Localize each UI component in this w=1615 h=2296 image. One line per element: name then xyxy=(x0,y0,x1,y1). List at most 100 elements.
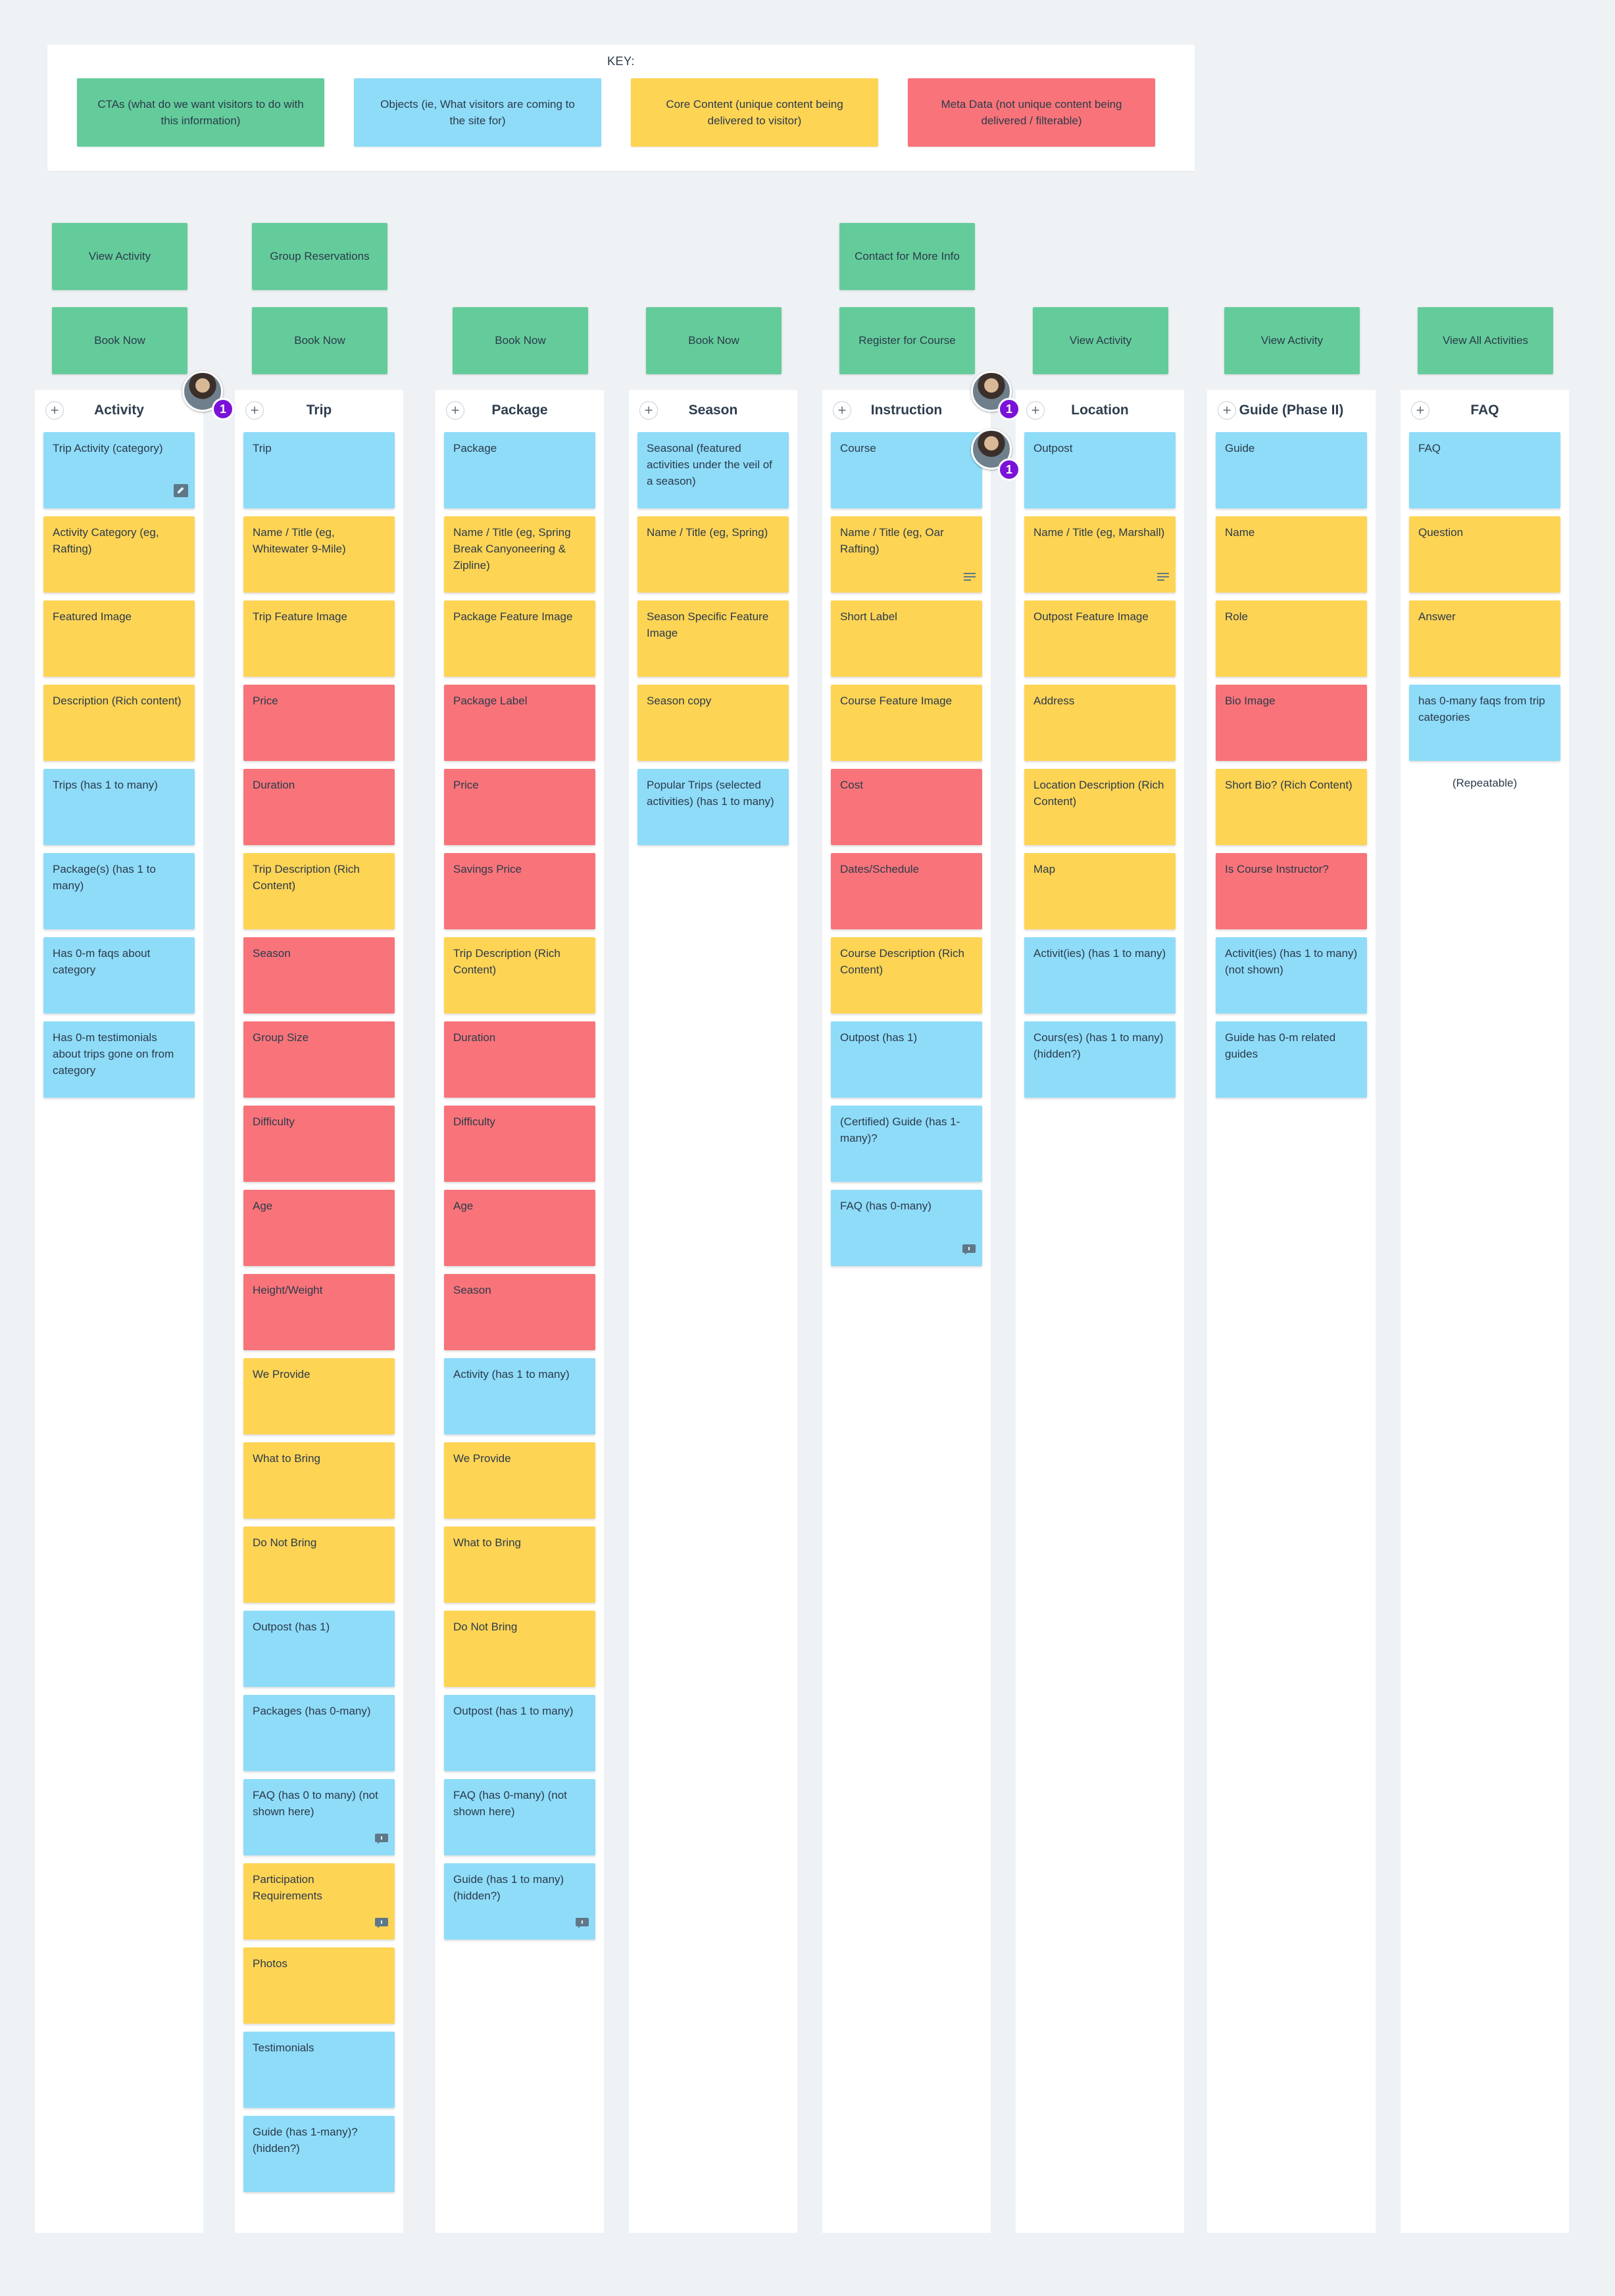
sticky-card[interactable]: Package xyxy=(444,432,595,508)
sticky-card[interactable]: Answer xyxy=(1409,600,1560,677)
notes-icon[interactable] xyxy=(1157,570,1169,586)
add-card-button[interactable]: + xyxy=(1218,401,1236,420)
comment-icon[interactable] xyxy=(375,1832,388,1849)
sticky-card[interactable]: Height/Weight xyxy=(243,1274,395,1350)
sticky-card[interactable]: FAQ (has 0-many) xyxy=(831,1190,982,1266)
sticky-card[interactable]: Name / Title (eg, Marshall) xyxy=(1024,516,1176,593)
sticky-card[interactable]: Seasonal (featured activities under the … xyxy=(637,432,789,508)
sticky-card[interactable]: Trip Description (Rich Content) xyxy=(243,853,395,929)
add-card-button[interactable]: + xyxy=(1026,401,1045,420)
sticky-card[interactable]: Name / Title (eg, Spring) xyxy=(637,516,789,593)
sticky-card[interactable]: Location Description (Rich Content) xyxy=(1024,769,1176,845)
sticky-card[interactable]: Participation Requirements xyxy=(243,1863,395,1940)
sticky-card[interactable]: Guide (has 1 to many) (hidden?) xyxy=(444,1863,595,1940)
add-card-button[interactable]: + xyxy=(45,401,64,420)
sticky-card[interactable]: Name / Title (eg, Whitewater 9-Mile) xyxy=(243,516,395,593)
sticky-card[interactable]: Has 0-m testimonials about trips gone on… xyxy=(43,1021,195,1098)
sticky-card[interactable]: Short Bio? (Rich Content) xyxy=(1216,769,1367,845)
cta-contact-more-info-button[interactable]: Contact for More Info xyxy=(839,223,975,290)
sticky-card[interactable]: FAQ (has 0-many) (not shown here) xyxy=(444,1779,595,1855)
sticky-card[interactable]: Short Label xyxy=(831,600,982,677)
sticky-card[interactable]: Question xyxy=(1409,516,1560,593)
sticky-card[interactable]: Guide has 0-m related guides xyxy=(1216,1021,1367,1098)
sticky-card[interactable]: Name xyxy=(1216,516,1367,593)
sticky-card[interactable]: Age xyxy=(444,1190,595,1266)
add-card-button[interactable]: + xyxy=(833,401,851,420)
cta-group-reservations-button[interactable]: Group Reservations xyxy=(252,223,387,290)
sticky-card[interactable]: Is Course Instructor? xyxy=(1216,853,1367,929)
sticky-card[interactable]: Package Feature Image xyxy=(444,600,595,677)
sticky-card[interactable]: Popular Trips (selected activities) (has… xyxy=(637,769,789,845)
sticky-card[interactable]: Price xyxy=(243,685,395,761)
comment-count-badge[interactable]: 1 xyxy=(998,458,1020,481)
sticky-card[interactable]: Description (Rich content) xyxy=(43,685,195,761)
sticky-card[interactable]: Outpost (has 1 to many) xyxy=(444,1695,595,1771)
add-card-button[interactable]: + xyxy=(245,401,264,420)
sticky-card[interactable]: Do Not Bring xyxy=(243,1527,395,1603)
sticky-card[interactable]: Age xyxy=(243,1190,395,1266)
sticky-card[interactable]: Trip Description (Rich Content) xyxy=(444,937,595,1014)
cta-view-activity-button[interactable]: View Activity xyxy=(52,223,187,290)
sticky-card[interactable]: FAQ (has 0 to many) (not shown here) xyxy=(243,1779,395,1855)
sticky-card[interactable]: Cost xyxy=(831,769,982,845)
sticky-card[interactable]: Outpost Feature Image xyxy=(1024,600,1176,677)
sticky-card[interactable]: What to Bring xyxy=(444,1527,595,1603)
sticky-card[interactable]: We Provide xyxy=(243,1358,395,1434)
sticky-card[interactable]: FAQ xyxy=(1409,432,1560,508)
sticky-card[interactable]: (Certified) Guide (has 1-many)? xyxy=(831,1106,982,1182)
cta-register-course-button[interactable]: Register for Course xyxy=(839,307,975,374)
sticky-card[interactable]: Activity (has 1 to many) xyxy=(444,1358,595,1434)
sticky-card[interactable]: We Provide xyxy=(444,1442,595,1519)
comment-icon[interactable] xyxy=(375,1917,388,1933)
sticky-card[interactable]: Duration xyxy=(444,1021,595,1098)
sticky-card[interactable]: Course Feature Image xyxy=(831,685,982,761)
sticky-card[interactable]: Photos xyxy=(243,1947,395,2024)
sticky-card[interactable]: Difficulty xyxy=(243,1106,395,1182)
sticky-card[interactable]: Trip Activity (category) xyxy=(43,432,195,508)
notes-icon[interactable] xyxy=(964,570,976,586)
sticky-card[interactable]: Cours(es) (has 1 to many) (hidden?) xyxy=(1024,1021,1176,1098)
sticky-card[interactable]: Activity Category (eg, Rafting) xyxy=(43,516,195,593)
sticky-card[interactable]: Outpost (has 1) xyxy=(831,1021,982,1098)
sticky-card[interactable]: Course xyxy=(831,432,982,508)
sticky-card[interactable]: Trip xyxy=(243,432,395,508)
sticky-card[interactable]: Map xyxy=(1024,853,1176,929)
sticky-card[interactable]: Packages (has 0-many) xyxy=(243,1695,395,1771)
sticky-card[interactable]: has 0-many faqs from trip categories xyxy=(1409,685,1560,761)
sticky-card[interactable]: Guide (has 1-many)? (hidden?) xyxy=(243,2116,395,2192)
sticky-card[interactable]: Dates/Schedule xyxy=(831,853,982,929)
sticky-card[interactable]: Trips (has 1 to many) xyxy=(43,769,195,845)
add-card-button[interactable]: + xyxy=(639,401,658,420)
sticky-card[interactable]: Outpost (has 1) xyxy=(243,1611,395,1687)
sticky-card[interactable]: Testimonials xyxy=(243,2032,395,2108)
sticky-card[interactable]: Season xyxy=(444,1274,595,1350)
sticky-card[interactable]: Duration xyxy=(243,769,395,845)
cta-view-activity-location-button[interactable]: View Activity xyxy=(1033,307,1168,374)
cta-book-now-trip-button[interactable]: Book Now xyxy=(252,307,387,374)
comment-count-badge[interactable]: 1 xyxy=(998,398,1020,420)
comment-icon[interactable] xyxy=(576,1917,589,1933)
sticky-card[interactable]: Price xyxy=(444,769,595,845)
sticky-card[interactable]: Season xyxy=(243,937,395,1014)
add-card-button[interactable]: + xyxy=(446,401,464,420)
cta-view-all-activities-button[interactable]: View All Activities xyxy=(1418,307,1553,374)
sticky-card[interactable]: What to Bring xyxy=(243,1442,395,1519)
sticky-card[interactable]: Difficulty xyxy=(444,1106,595,1182)
sticky-card[interactable]: Do Not Bring xyxy=(444,1611,595,1687)
sticky-card[interactable]: Activit(ies) (has 1 to many) (not shown) xyxy=(1216,937,1367,1014)
sticky-card[interactable]: Role xyxy=(1216,600,1367,677)
sticky-card[interactable]: Address xyxy=(1024,685,1176,761)
sticky-card[interactable]: Name / Title (eg, Oar Rafting) xyxy=(831,516,982,593)
cta-book-now-package-button[interactable]: Book Now xyxy=(453,307,588,374)
sticky-card[interactable]: Featured Image xyxy=(43,600,195,677)
sticky-card[interactable]: Name / Title (eg, Spring Break Canyoneer… xyxy=(444,516,595,593)
sticky-card[interactable]: Season copy xyxy=(637,685,789,761)
comment-icon[interactable] xyxy=(962,1243,976,1259)
cta-book-now-activity-button[interactable]: Book Now xyxy=(52,307,187,374)
edit-icon[interactable] xyxy=(174,484,188,502)
cta-view-activity-guide-button[interactable]: View Activity xyxy=(1224,307,1360,374)
sticky-card[interactable]: Season Specific Feature Image xyxy=(637,600,789,677)
add-card-button[interactable]: + xyxy=(1411,401,1429,420)
sticky-card[interactable]: Bio Image xyxy=(1216,685,1367,761)
sticky-card[interactable]: Savings Price xyxy=(444,853,595,929)
